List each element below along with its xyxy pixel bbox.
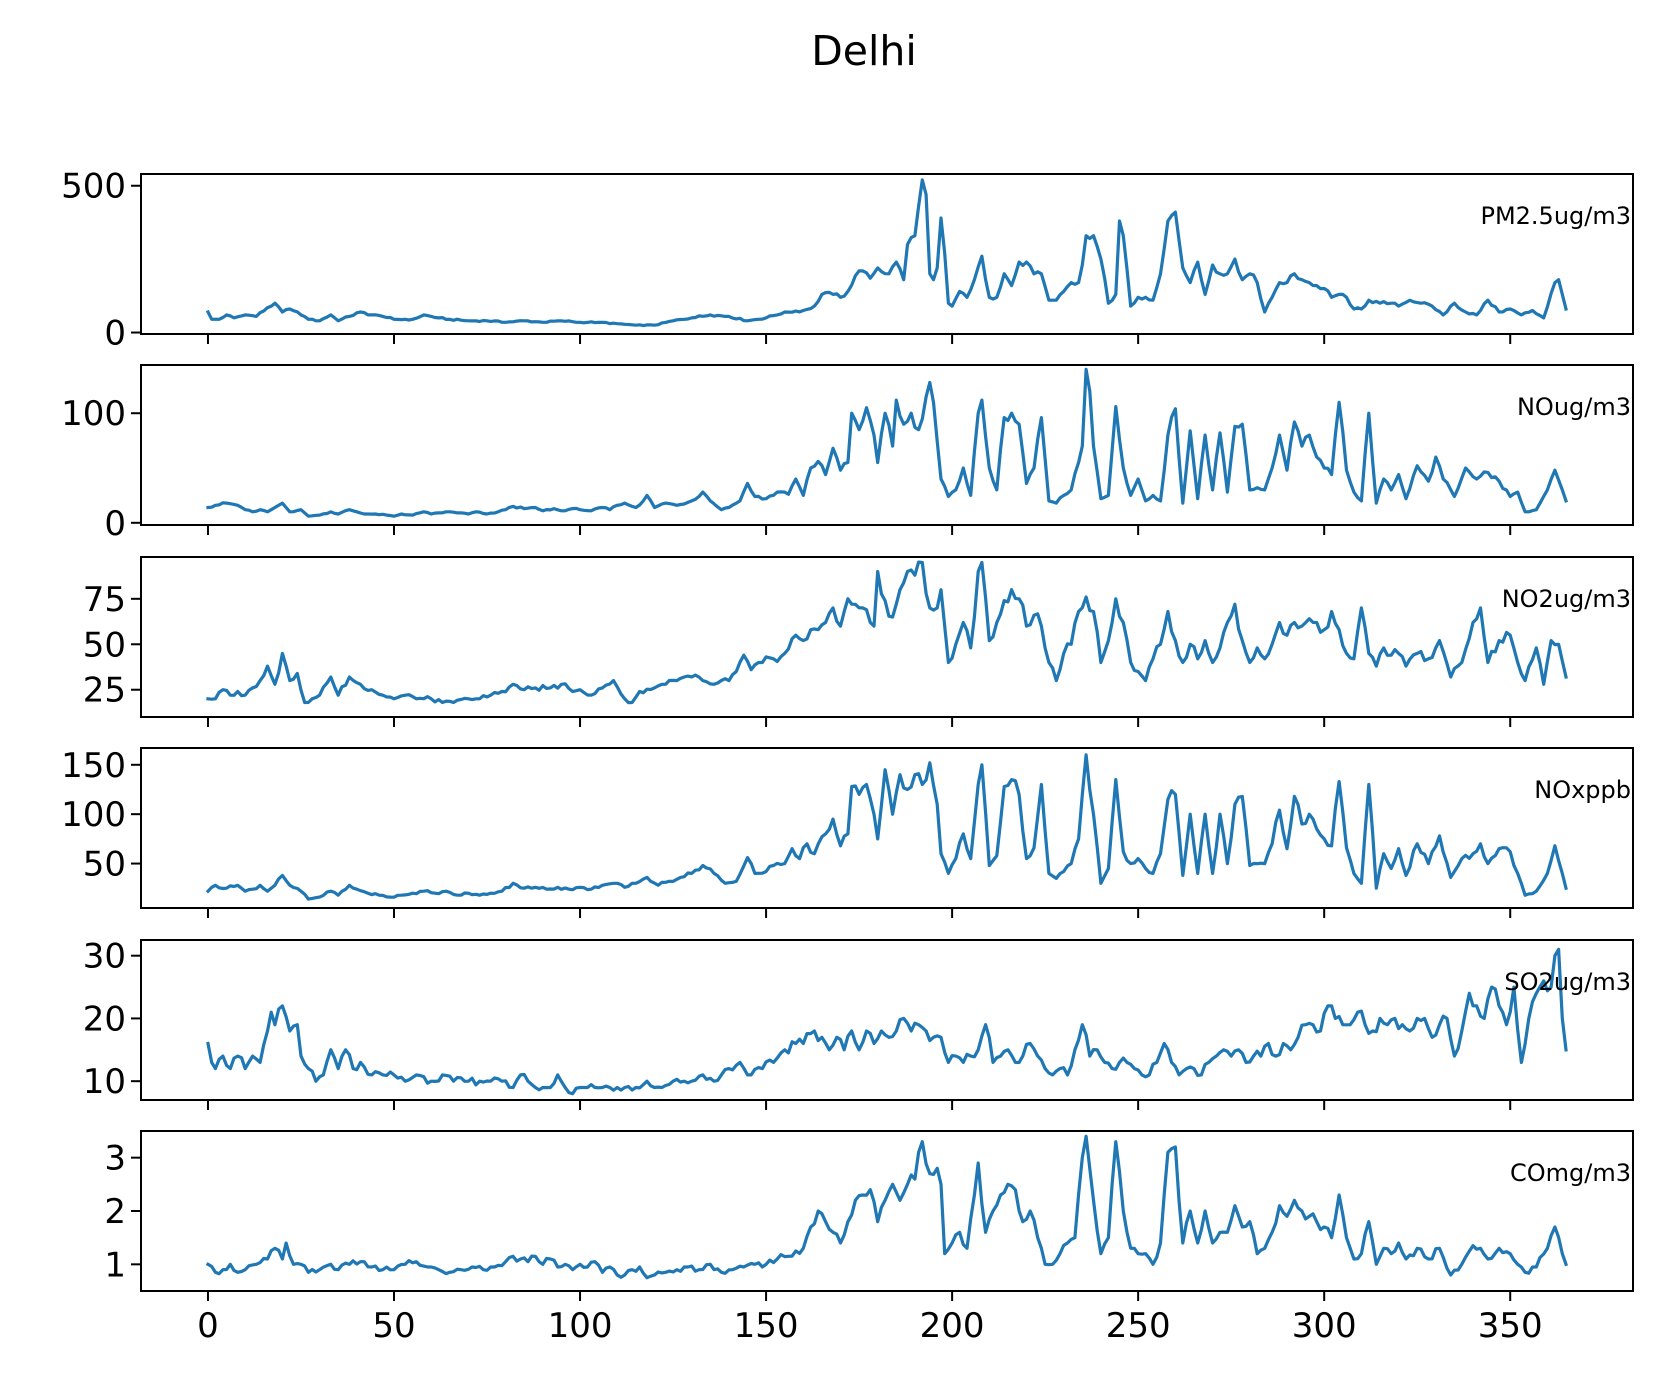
series-label-no: NOug/m3	[1517, 393, 1631, 421]
series-label-co: COmg/m3	[1510, 1159, 1631, 1187]
y-tick-label-co-2: 3	[104, 1139, 126, 1179]
series-label-no2: NO2ug/m3	[1502, 585, 1631, 613]
subplot-nox: 50 100 150 NOxppb	[61, 746, 1634, 918]
x-tick-label-7: 350	[1478, 1306, 1543, 1346]
series-label-pm25: PM2.5ug/m3	[1480, 202, 1631, 230]
subplot-pm25: 0 500 PM2.5ug/m3	[61, 167, 1634, 354]
x-tick-label-6: 300	[1292, 1306, 1357, 1346]
series-line-pm25	[205, 178, 1568, 328]
subplot-co: 1 2 3 0 50 100 150 200 250 300 350 COmg/m3	[104, 1130, 1634, 1346]
x-tick-label-4: 200	[920, 1306, 985, 1346]
x-tick-label-5: 250	[1106, 1306, 1171, 1346]
axes-frame-pm25	[140, 173, 1634, 335]
y-tick-label-nox-2: 150	[61, 746, 126, 786]
y-tick-label-no-0: 0	[104, 504, 126, 544]
y-tick-label-co-1: 2	[104, 1192, 126, 1232]
series-line-nox	[205, 753, 1568, 901]
x-tick-label-2: 100	[548, 1306, 613, 1346]
y-tick-label-so2-0: 10	[83, 1062, 126, 1102]
subplot-so2: 10 20 30 SO2ug/m3	[83, 937, 1634, 1110]
y-tick-label-nox-0: 50	[83, 845, 126, 885]
axes-frame-no2	[140, 556, 1634, 718]
y-tick-label-pm25-0: 0	[104, 314, 126, 354]
y-tick-label-so2-1: 20	[83, 999, 126, 1039]
subplot-no: 0 100 NOug/m3	[61, 364, 1634, 544]
series-line-no	[206, 367, 1569, 518]
axes-frame-so2	[140, 939, 1634, 1101]
figure-title: Delhi	[811, 27, 917, 75]
y-tick-label-no2-2: 75	[83, 580, 126, 620]
y-tick-label-co-0: 1	[104, 1245, 126, 1285]
x-tick-label-1: 50	[372, 1306, 415, 1346]
series-line-co	[205, 1134, 1569, 1280]
axes-frame-no	[140, 364, 1634, 526]
series-line-so2	[206, 947, 1568, 1096]
y-tick-label-no-1: 100	[61, 394, 126, 434]
series-line-no2	[206, 560, 1568, 705]
series-label-nox: NOxppb	[1534, 776, 1631, 804]
y-tick-label-nox-1: 100	[61, 795, 126, 835]
y-tick-label-no2-1: 50	[83, 625, 126, 665]
subplot-no2: 25 50 75 NO2ug/m3	[83, 556, 1634, 727]
x-tick-label-3: 150	[734, 1306, 799, 1346]
y-tick-label-so2-2: 30	[83, 937, 126, 977]
x-tick-label-0: 0	[197, 1306, 219, 1346]
y-tick-label-pm25-1: 500	[61, 167, 126, 207]
series-label-so2: SO2ug/m3	[1504, 968, 1631, 996]
y-tick-label-no2-0: 25	[83, 671, 126, 711]
axes-frame-nox	[140, 747, 1634, 909]
